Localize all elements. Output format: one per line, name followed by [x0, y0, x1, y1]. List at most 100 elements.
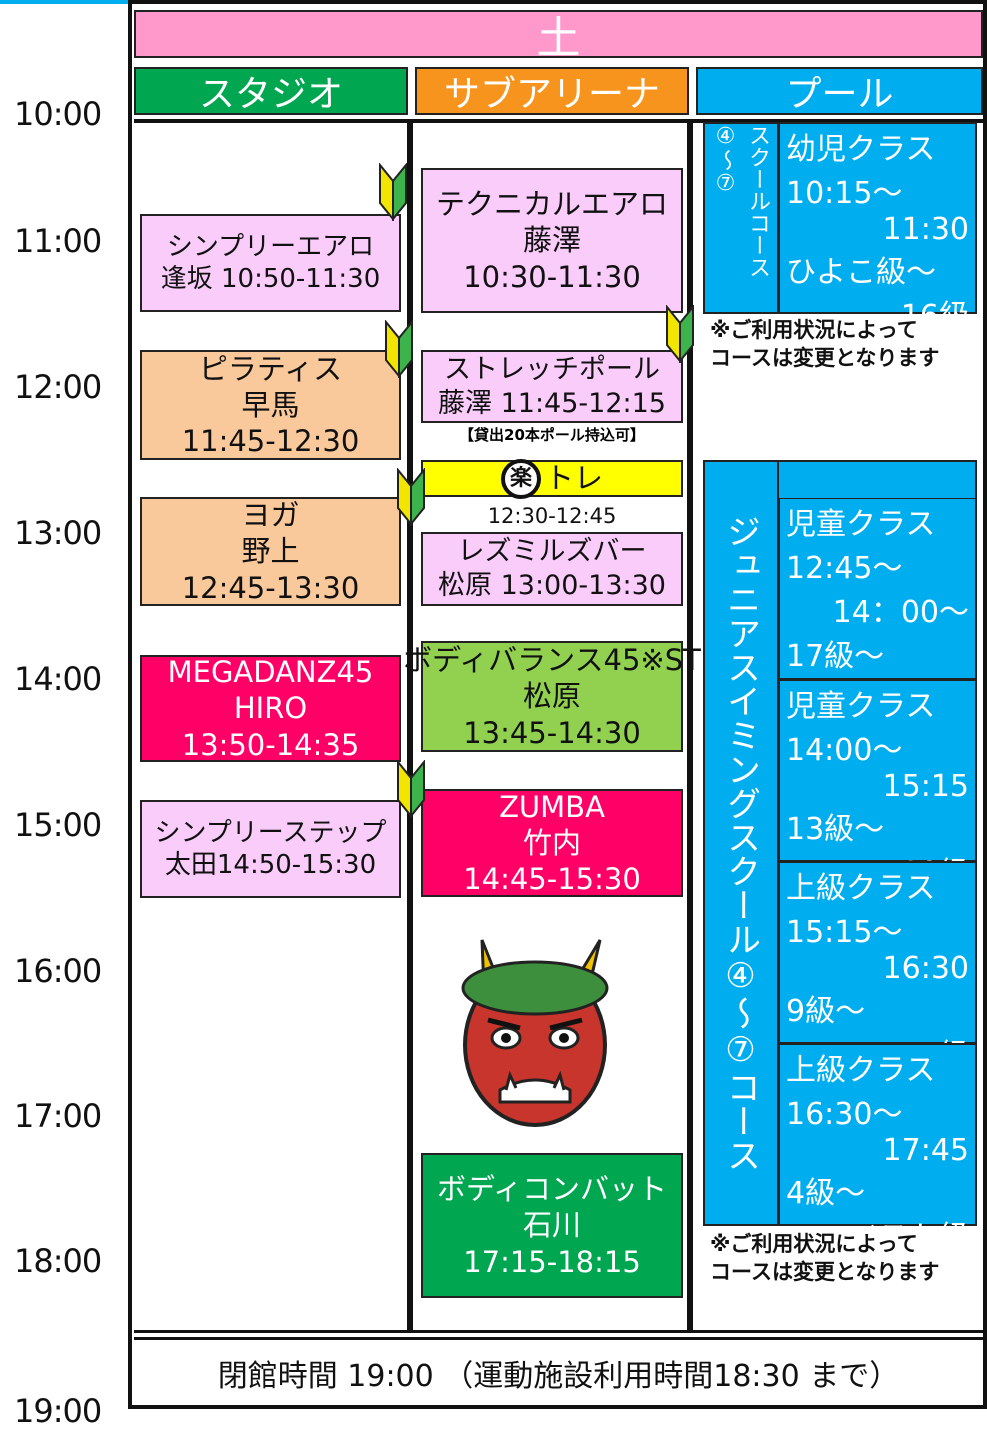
time-label: 14:00	[14, 660, 102, 698]
event-line: テクニカルエアロ	[435, 187, 668, 222]
class-line: 4級〜	[786, 1176, 866, 1211]
beginner-mark	[379, 163, 407, 221]
class-box: 上級クラス 16:30〜 17:45 4級〜 ベスト級	[778, 1043, 977, 1255]
class-line: 9級〜	[786, 994, 866, 1029]
column-header: プール	[696, 67, 983, 115]
event-line: 11:45-12:30	[181, 424, 360, 459]
class-line: 児童クラス	[786, 507, 936, 542]
footer: 閉館時間 19:00 （運動施設利用時間18:30 まで）	[217, 1359, 900, 1394]
event-line: 松原 13:00-13:30	[438, 570, 666, 601]
class-line: ベスト級	[848, 1220, 969, 1255]
pool-note: ※ご利用状況によって コースは変更となります	[710, 316, 980, 373]
event-line: シンプリーエアロ	[166, 231, 375, 262]
event-line: ピラティス	[198, 351, 343, 386]
school-label: ジュニアスイミングスクール④〜⑦コース	[703, 460, 779, 1226]
event-line: 13:45-14:30	[463, 715, 641, 750]
event-line: レズミルズバー	[457, 536, 647, 568]
corner-line	[0, 0, 128, 4]
oni-illustration	[461, 939, 609, 1127]
event-line: シンプリーステップ	[154, 817, 387, 848]
event-box: シンプリーエアロ 逢坂 10:50-11:30	[140, 214, 401, 312]
divider	[407, 119, 413, 1332]
event-box: 12:30-12:45	[421, 503, 683, 529]
time-label: 13:00	[14, 514, 102, 552]
event-box: シンプリーステップ 太田14:50-15:30	[140, 800, 401, 898]
class-box: 幼児クラス 10:15〜 11:30 ひよこ級〜 16級	[778, 122, 977, 334]
event-line: 早馬	[241, 387, 300, 422]
event-box: MEGADANZ45 HIRO 13:50-14:35	[140, 655, 401, 762]
class-line: 10:15〜	[786, 176, 903, 211]
time-label: 12:00	[14, 368, 102, 406]
event-line: HIRO	[233, 691, 308, 726]
beginner-mark	[666, 305, 694, 363]
pool-note: ※ご利用状況によって コースは変更となります	[710, 1230, 980, 1287]
class-line: 17級〜	[786, 639, 885, 674]
time-label: 10:00	[14, 95, 102, 133]
class-line: ひよこ級〜	[786, 255, 936, 290]
class-line: 12:45〜	[786, 551, 903, 586]
class-line: 15:15〜	[786, 915, 903, 950]
note-line: ※ご利用状況によって	[710, 318, 918, 342]
note-line: コースは変更となります	[710, 346, 940, 371]
event-line: ボディバランス45※ST	[403, 643, 701, 678]
event-box: ピラティス 早馬 11:45-12:30	[140, 350, 401, 460]
event-line: 松原	[522, 679, 581, 714]
event-box: ボディバランス45※ST 松原 13:45-14:30	[403, 641, 701, 752]
note-line: ※ご利用状況によって	[710, 1232, 918, 1256]
time-label: 16:00	[14, 952, 102, 990]
rule	[134, 1330, 983, 1340]
event-line: 10:30-11:30	[463, 259, 641, 294]
class-line: 上級クラス	[786, 871, 936, 906]
event-line: 13:50-14:35	[181, 727, 360, 762]
school-label: スクールコース④〜⑦	[703, 122, 779, 314]
note-line: コースは変更となります	[710, 1260, 940, 1285]
column-header: スタジオ	[134, 67, 408, 115]
class-line: 16級	[900, 299, 969, 334]
class-line: 上級クラス	[786, 1053, 936, 1088]
event-line: 藤澤 11:45-12:15	[438, 387, 666, 419]
time-label: 11:00	[14, 222, 102, 260]
event-line: 楽	[500, 458, 541, 499]
event-box: ボディコンバット 石川 17:15-18:15	[421, 1153, 683, 1298]
event-box: テクニカルエアロ 藤澤 10:30-11:30	[421, 168, 683, 313]
beginner-mark	[397, 468, 425, 526]
event-box: ヨガ 野上 12:45-13:30	[140, 497, 401, 606]
time-label: 17:00	[14, 1097, 102, 1135]
event-line: ボディコンバット	[437, 1172, 667, 1207]
event-box: 楽トレ	[421, 458, 683, 499]
beginner-mark	[385, 320, 413, 378]
class-line: 16:30	[882, 951, 969, 986]
time-label: 15:00	[14, 806, 102, 844]
class-line: 11:30	[882, 212, 969, 247]
event-line: 野上	[241, 534, 300, 569]
time-label: 18:00	[14, 1242, 102, 1280]
event-box: ストレッチポール 藤澤 11:45-12:15	[421, 350, 683, 423]
class-line: 14：00〜	[832, 595, 969, 630]
class-line: 17:45	[882, 1133, 969, 1168]
time-label: 19:00	[14, 1392, 102, 1430]
event-box: ZUMBA 竹内 14:45-15:30	[421, 789, 683, 897]
event-line: 12:45-13:30	[181, 570, 360, 605]
event-line: 石川	[522, 1208, 581, 1243]
event-line: MEGADANZ45	[167, 655, 374, 690]
divider	[687, 119, 693, 1332]
event-line: ZUMBA	[499, 789, 605, 824]
event-line: 逢坂 10:50-11:30	[160, 264, 381, 294]
event-line: ヨガ	[241, 498, 300, 533]
day-header: 土	[134, 10, 983, 64]
class-line: 13級〜	[786, 812, 885, 847]
class-line: 幼児クラス	[786, 132, 936, 167]
event-line: 12:30-12:45	[487, 503, 617, 528]
class-line: 15:15	[882, 769, 969, 804]
class-line: 14:00〜	[786, 733, 903, 768]
event-line: 14:45-15:30	[463, 862, 641, 897]
event-line: 藤澤	[522, 223, 581, 258]
event-line: トレ	[544, 461, 603, 496]
column-header: サブアリーナ	[415, 67, 689, 115]
event-line: 太田14:50-15:30	[164, 850, 377, 880]
event-box: レズミルズバー 松原 13:00-13:30	[421, 532, 683, 606]
